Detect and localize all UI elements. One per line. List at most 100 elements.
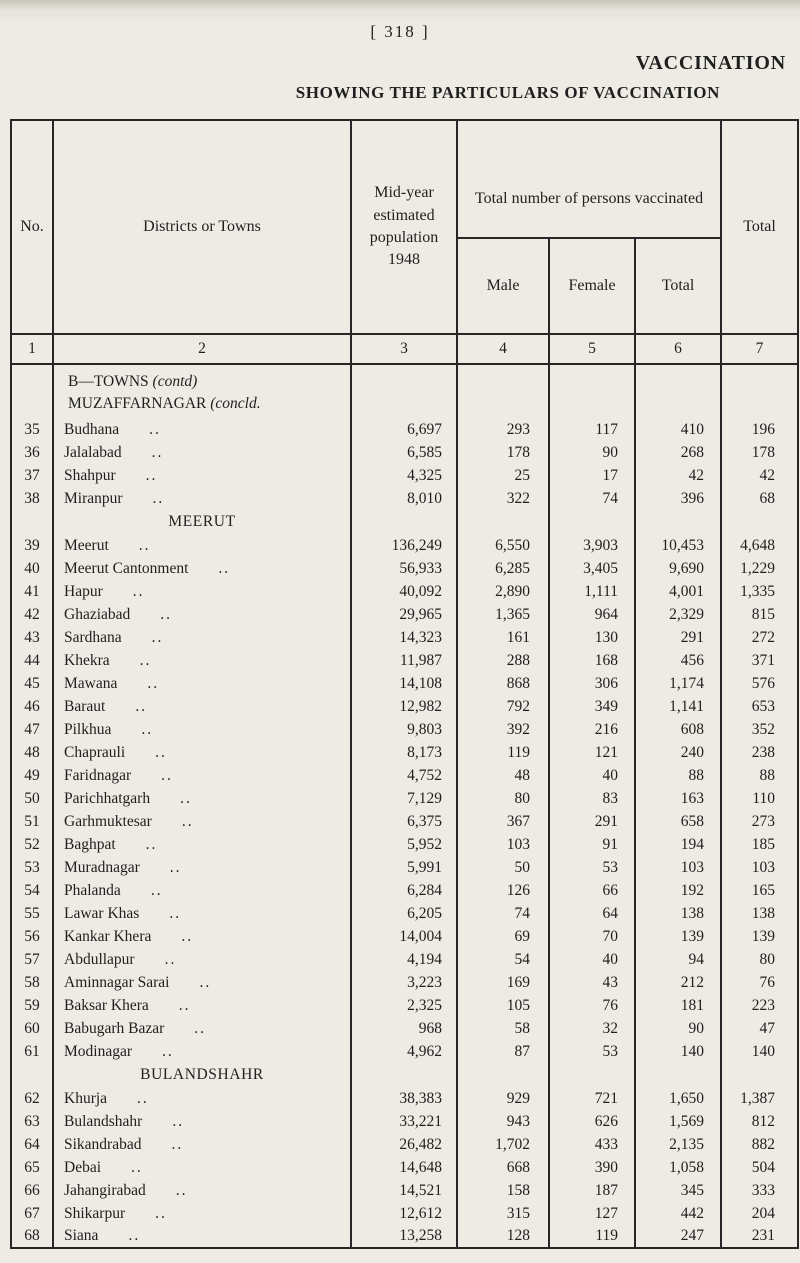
grand-total-value: 204 xyxy=(720,1202,800,1225)
female-value: 306 xyxy=(548,672,636,695)
grand-total-value: 47 xyxy=(720,1017,800,1040)
female-value: 119 xyxy=(548,1225,636,1248)
male-value: 943 xyxy=(456,1110,550,1133)
district-name: Abdullapur xyxy=(64,950,135,968)
section-intro-row: B—TOWNS (contd) MUZAFFARNAGAR (concld. xyxy=(10,364,800,418)
section-header-row: MEERUT xyxy=(10,510,800,534)
male-value: 126 xyxy=(456,879,550,902)
total-value: 163 xyxy=(633,787,723,810)
section-label: MEERUT xyxy=(52,510,352,534)
col-header-vaccinated-group: Total number of persons vaccinated xyxy=(455,120,723,239)
male-value: 105 xyxy=(456,994,550,1017)
table-row: 59 Baksar Khera.. 2,325 105 76 181 223 xyxy=(10,994,800,1017)
district-name: Faridnagar xyxy=(64,766,132,784)
leader-dots: .. xyxy=(155,743,167,761)
population-value: 29,965 xyxy=(350,603,458,626)
female-value: 168 xyxy=(548,649,636,672)
leader-dots: .. xyxy=(132,582,145,600)
population-value: 40,092 xyxy=(350,580,458,603)
grand-total-value: 272 xyxy=(720,626,800,649)
district-name: Siana xyxy=(64,1227,99,1244)
table-row: 61 Modinagar.. 4,962 87 53 140 140 xyxy=(10,1040,800,1063)
leader-dots: .. xyxy=(137,1089,149,1107)
total-value: 194 xyxy=(633,833,723,856)
female-value: 216 xyxy=(548,718,636,741)
district-name: Miranpur xyxy=(64,489,123,507)
grand-total-value: 273 xyxy=(720,810,800,833)
district-name-cell: Budhana.. xyxy=(52,418,352,441)
column-number: 2 xyxy=(52,333,352,365)
district-name-cell: Shahpur.. xyxy=(52,464,352,487)
population-value: 26,482 xyxy=(350,1133,458,1156)
leader-dots: .. xyxy=(150,881,163,899)
grand-total-value: 138 xyxy=(720,902,800,925)
district-name: Kankar Khera xyxy=(64,927,152,945)
grand-total-value: 504 xyxy=(720,1156,800,1179)
male-value: 392 xyxy=(456,718,550,741)
district-name: Aminnagar Sarai xyxy=(64,973,170,991)
district-name: Chaprauli xyxy=(64,743,126,761)
female-value: 291 xyxy=(548,810,636,833)
table-row: 40 Meerut Cantonment.. 56,933 6,285 3,405 9,6… xyxy=(10,557,800,580)
female-value: 32 xyxy=(548,1017,636,1040)
total-value: 2,329 xyxy=(633,603,723,626)
leader-dots: .. xyxy=(131,1158,143,1176)
district-name-cell: Debai.. xyxy=(52,1156,352,1179)
population-value: 12,982 xyxy=(350,695,458,718)
document-title: VACCINATION xyxy=(635,52,786,74)
table-row: 46 Baraut.. 12,982 792 349 1,141 653 xyxy=(10,695,800,718)
table-row: 57 Abdullapur.. 4,194 54 40 94 80 xyxy=(10,948,800,971)
population-value: 4,962 xyxy=(350,1040,458,1063)
male-value: 25 xyxy=(456,464,550,487)
row-number: 48 xyxy=(10,741,54,764)
section-empty-cell xyxy=(633,1063,723,1087)
total-value: 88 xyxy=(633,764,723,787)
leader-dots: .. xyxy=(194,1019,207,1037)
row-number: 54 xyxy=(10,879,54,902)
population-value: 14,108 xyxy=(350,672,458,695)
total-value: 9,690 xyxy=(633,557,723,580)
district-name: Jalalabad xyxy=(64,443,122,461)
grand-total-value: 653 xyxy=(720,695,800,718)
district-name-cell: Shikarpur.. xyxy=(52,1202,352,1225)
district-name-cell: Abdullapur.. xyxy=(52,948,352,971)
leader-dots: .. xyxy=(138,536,151,554)
intro-line1-note: (contd) xyxy=(152,373,198,390)
population-value: 14,004 xyxy=(350,925,458,948)
table-row: 67 Shikarpur.. 12,612 315 127 442 204 xyxy=(10,1202,800,1225)
female-value: 91 xyxy=(548,833,636,856)
male-value: 50 xyxy=(456,856,550,879)
table-row: 53 Muradnagar.. 5,991 50 53 103 103 xyxy=(10,856,800,879)
male-value: 169 xyxy=(456,971,550,994)
section-empty-cell xyxy=(720,510,800,534)
district-name-cell: Ghaziabad.. xyxy=(52,603,352,626)
male-value: 1,365 xyxy=(456,603,550,626)
section-intro-cell: B—TOWNS (contd) MUZAFFARNAGAR (concld. xyxy=(52,364,352,418)
male-value: 293 xyxy=(456,418,550,441)
leader-dots: .. xyxy=(181,927,194,945)
col-header-female: Female xyxy=(548,238,636,334)
section-empty-cell xyxy=(456,510,550,534)
leader-dots: .. xyxy=(147,674,160,692)
district-name-cell: Kankar Khera.. xyxy=(52,925,352,948)
female-value: 70 xyxy=(548,925,636,948)
female-value: 64 xyxy=(548,902,636,925)
intro-line2-note: (concld. xyxy=(210,395,261,413)
vaccination-table: No. Districts or Towns Mid-year estimate… xyxy=(10,119,800,1249)
female-value: 130 xyxy=(548,626,636,649)
total-value: 1,569 xyxy=(633,1110,723,1133)
total-value: 4,001 xyxy=(633,580,723,603)
leader-dots: .. xyxy=(161,766,173,784)
leader-dots: .. xyxy=(175,1181,188,1199)
district-name: Shikarpur xyxy=(64,1204,126,1222)
table-row: 49 Faridnagar.. 4,752 48 40 88 88 xyxy=(10,764,800,787)
female-value: 53 xyxy=(548,856,636,879)
leader-dots: .. xyxy=(171,1135,184,1153)
table-row: 63 Bulandshahr.. 33,221 943 626 1,569 812 xyxy=(10,1110,800,1133)
col-header-population: Mid-year estimated population 1948 xyxy=(350,120,458,334)
male-value: 315 xyxy=(456,1202,550,1225)
table-row: 68 Siana.. 13,258 128 119 247 231 xyxy=(10,1225,800,1248)
row-number: 41 xyxy=(10,580,54,603)
